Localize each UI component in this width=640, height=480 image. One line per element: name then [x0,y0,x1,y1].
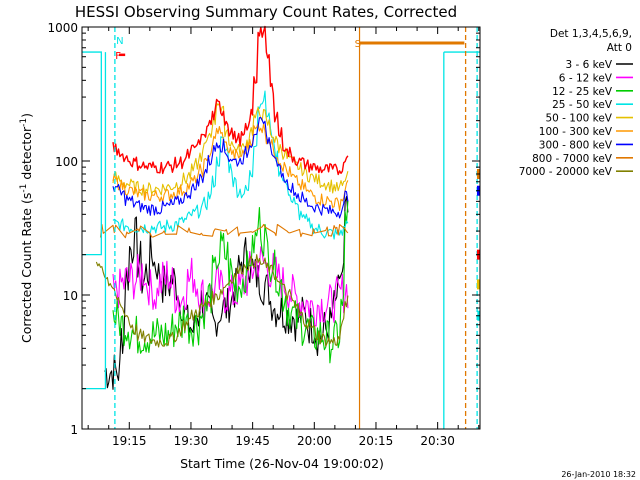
y-tick-label: 10 [63,289,78,303]
footer-timestamp: 26-Jan-2010 18:32 [561,470,636,479]
series-line-10 [112,25,349,176]
cyan-left-step [82,51,102,256]
legend-label: 12 - 25 keV [552,86,613,98]
events-layer: NF S [82,27,481,429]
series-line-9 [95,254,349,348]
x-tick-label: 19:45 [235,434,270,448]
legend-header-line-1: Det 1,3,4,5,6,9, [550,28,632,40]
post-saa-fragment [476,279,480,290]
x-tick-label: 20:15 [359,434,394,448]
annotation-n: N [116,36,123,47]
annotation-s: S [355,39,361,50]
legend-label: 800 - 7000 keV [532,153,613,165]
legend-label: 6 - 12 keV [559,72,613,84]
legend-label: 7000 - 20000 keV [519,166,613,178]
series-layer [95,25,349,390]
x-axis-label: Start Time (26-Nov-04 19:00:02) [180,456,384,471]
y-tick-label: 1000 [47,21,78,35]
annotation-f: F [115,51,121,62]
legend-header-line-2: Att 0 [607,42,632,54]
plot-frame [81,26,481,430]
series-line-6 [112,123,349,211]
legend-label: 50 - 100 keV [545,113,612,125]
x-tick-label: 19:15 [112,434,147,448]
series-line-5 [112,102,349,196]
series-line-2 [112,246,349,327]
axis-ticks: 19:15 19:30 19:45 20:00 20:15 20:30 1 10 100 1000 [47,21,480,448]
y-tick-label: 1 [70,423,78,437]
x-tick-label: 19:30 [174,434,209,448]
cyan-left-base [82,52,107,390]
series-line-4 [112,90,349,240]
series-line-7 [112,116,349,219]
x-tick-label: 20:30 [420,434,455,448]
y-tick-label: 100 [55,155,78,169]
chart-title: HESSI Observing Summary Count Rates, Cor… [75,3,457,21]
x-tick-label: 20:00 [297,434,332,448]
legend-label: 3 - 6 keV [565,59,612,71]
series-line-8 [99,223,349,239]
legend-label: 100 - 300 keV [539,126,613,138]
legend-label: 25 - 50 keV [552,99,613,111]
legend-label: 300 - 800 keV [539,139,613,151]
y-axis-label: Corrected Count Rate (s-1 detector-1) [19,113,34,343]
